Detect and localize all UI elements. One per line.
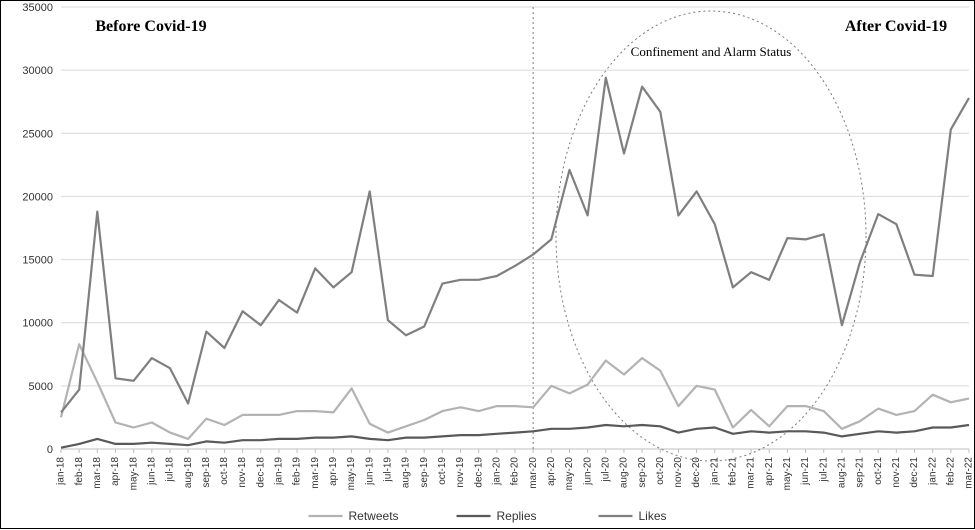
x-tick-label: jun-18 (146, 457, 157, 486)
y-tick-label: 15000 (22, 255, 53, 267)
x-tick-label: may-19 (346, 457, 357, 491)
x-tick-label: jul-18 (165, 457, 176, 483)
y-tick-label: 10000 (22, 318, 53, 330)
label-after-covid: After Covid-19 (845, 18, 947, 35)
legend-label: Likes (639, 509, 667, 523)
x-tick-label: apr-18 (110, 457, 121, 486)
x-tick-label: nov-20 (673, 457, 684, 488)
y-tick-label: 20000 (22, 191, 53, 203)
legend-label: Retweets (349, 509, 399, 523)
x-tick-label: apr-21 (764, 457, 775, 486)
x-tick-label: apr-19 (328, 457, 339, 486)
x-tick-label: may-18 (128, 457, 139, 491)
x-tick-label: dec-20 (691, 457, 702, 488)
x-tick-label: mar-21 (746, 457, 757, 489)
label-before-covid: Before Covid-19 (95, 18, 206, 35)
x-tick-label: oct-21 (873, 457, 884, 485)
x-tick-label: aug-20 (619, 457, 630, 489)
x-tick-label: feb-19 (292, 457, 303, 486)
x-tick-label: feb-20 (510, 457, 521, 486)
legend-label: Replies (497, 509, 537, 523)
x-tick-label: apr-20 (546, 457, 557, 486)
x-tick-label: may-20 (564, 457, 575, 491)
y-tick-label: 5000 (29, 381, 53, 393)
x-tick-label: oct-18 (219, 457, 230, 485)
x-tick-label: aug-21 (837, 457, 848, 489)
y-tick-label: 0 (47, 444, 53, 456)
x-tick-label: dec-19 (473, 457, 484, 488)
x-tick-label: mar-22 (964, 457, 975, 489)
x-tick-label: sep-20 (637, 457, 648, 488)
x-tick-label: dec-18 (255, 457, 266, 488)
series-retweets (61, 344, 969, 439)
x-tick-label: jun-20 (582, 457, 593, 486)
x-tick-label: nov-19 (455, 457, 466, 488)
x-tick-label: jan-19 (274, 457, 285, 486)
x-tick-label: jun-19 (364, 457, 375, 486)
x-tick-label: sep-18 (201, 457, 212, 488)
x-tick-label: mar-20 (528, 457, 539, 489)
x-tick-label: jul-21 (818, 457, 829, 483)
series-likes (61, 78, 969, 413)
x-tick-label: aug-19 (401, 457, 412, 489)
x-tick-label: feb-22 (945, 457, 956, 486)
y-tick-label: 25000 (22, 128, 53, 140)
x-tick-label: mar-19 (310, 457, 321, 489)
line-chart: 0 5000 10000 15000 20000 25000 30000 35000 jan-1… (1, 1, 975, 530)
y-tick-label: 30000 (22, 65, 53, 77)
x-tick-label: sep-21 (855, 457, 866, 488)
x-tick-label: jun-21 (800, 457, 811, 486)
x-tick-label: may-21 (782, 457, 793, 491)
x-tick-label: feb-18 (74, 457, 85, 486)
x-tick-label: jan-18 (56, 457, 67, 486)
x-tick-label: nov-18 (237, 457, 248, 488)
x-tick-label: feb-21 (728, 457, 739, 486)
x-tick-label: jan-22 (927, 457, 938, 486)
x-tick-label: aug-18 (183, 457, 194, 489)
label-confinement: Confinement and Alarm Status (631, 44, 792, 59)
x-tick-label: nov-21 (891, 457, 902, 488)
x-tick-label: mar-18 (92, 457, 103, 489)
x-tick-label: jan-20 (491, 457, 502, 486)
x-tick-label: jul-20 (600, 457, 611, 483)
x-tick-label: dec-21 (909, 457, 920, 488)
x-tick-label: oct-20 (655, 457, 666, 485)
x-tick-label: jul-19 (383, 457, 394, 483)
chart-container: 0 5000 10000 15000 20000 25000 30000 35000 jan-1… (0, 0, 975, 529)
x-tick-label: sep-19 (419, 457, 430, 488)
y-tick-label: 35000 (22, 2, 53, 14)
x-tick-label: oct-19 (437, 457, 448, 485)
